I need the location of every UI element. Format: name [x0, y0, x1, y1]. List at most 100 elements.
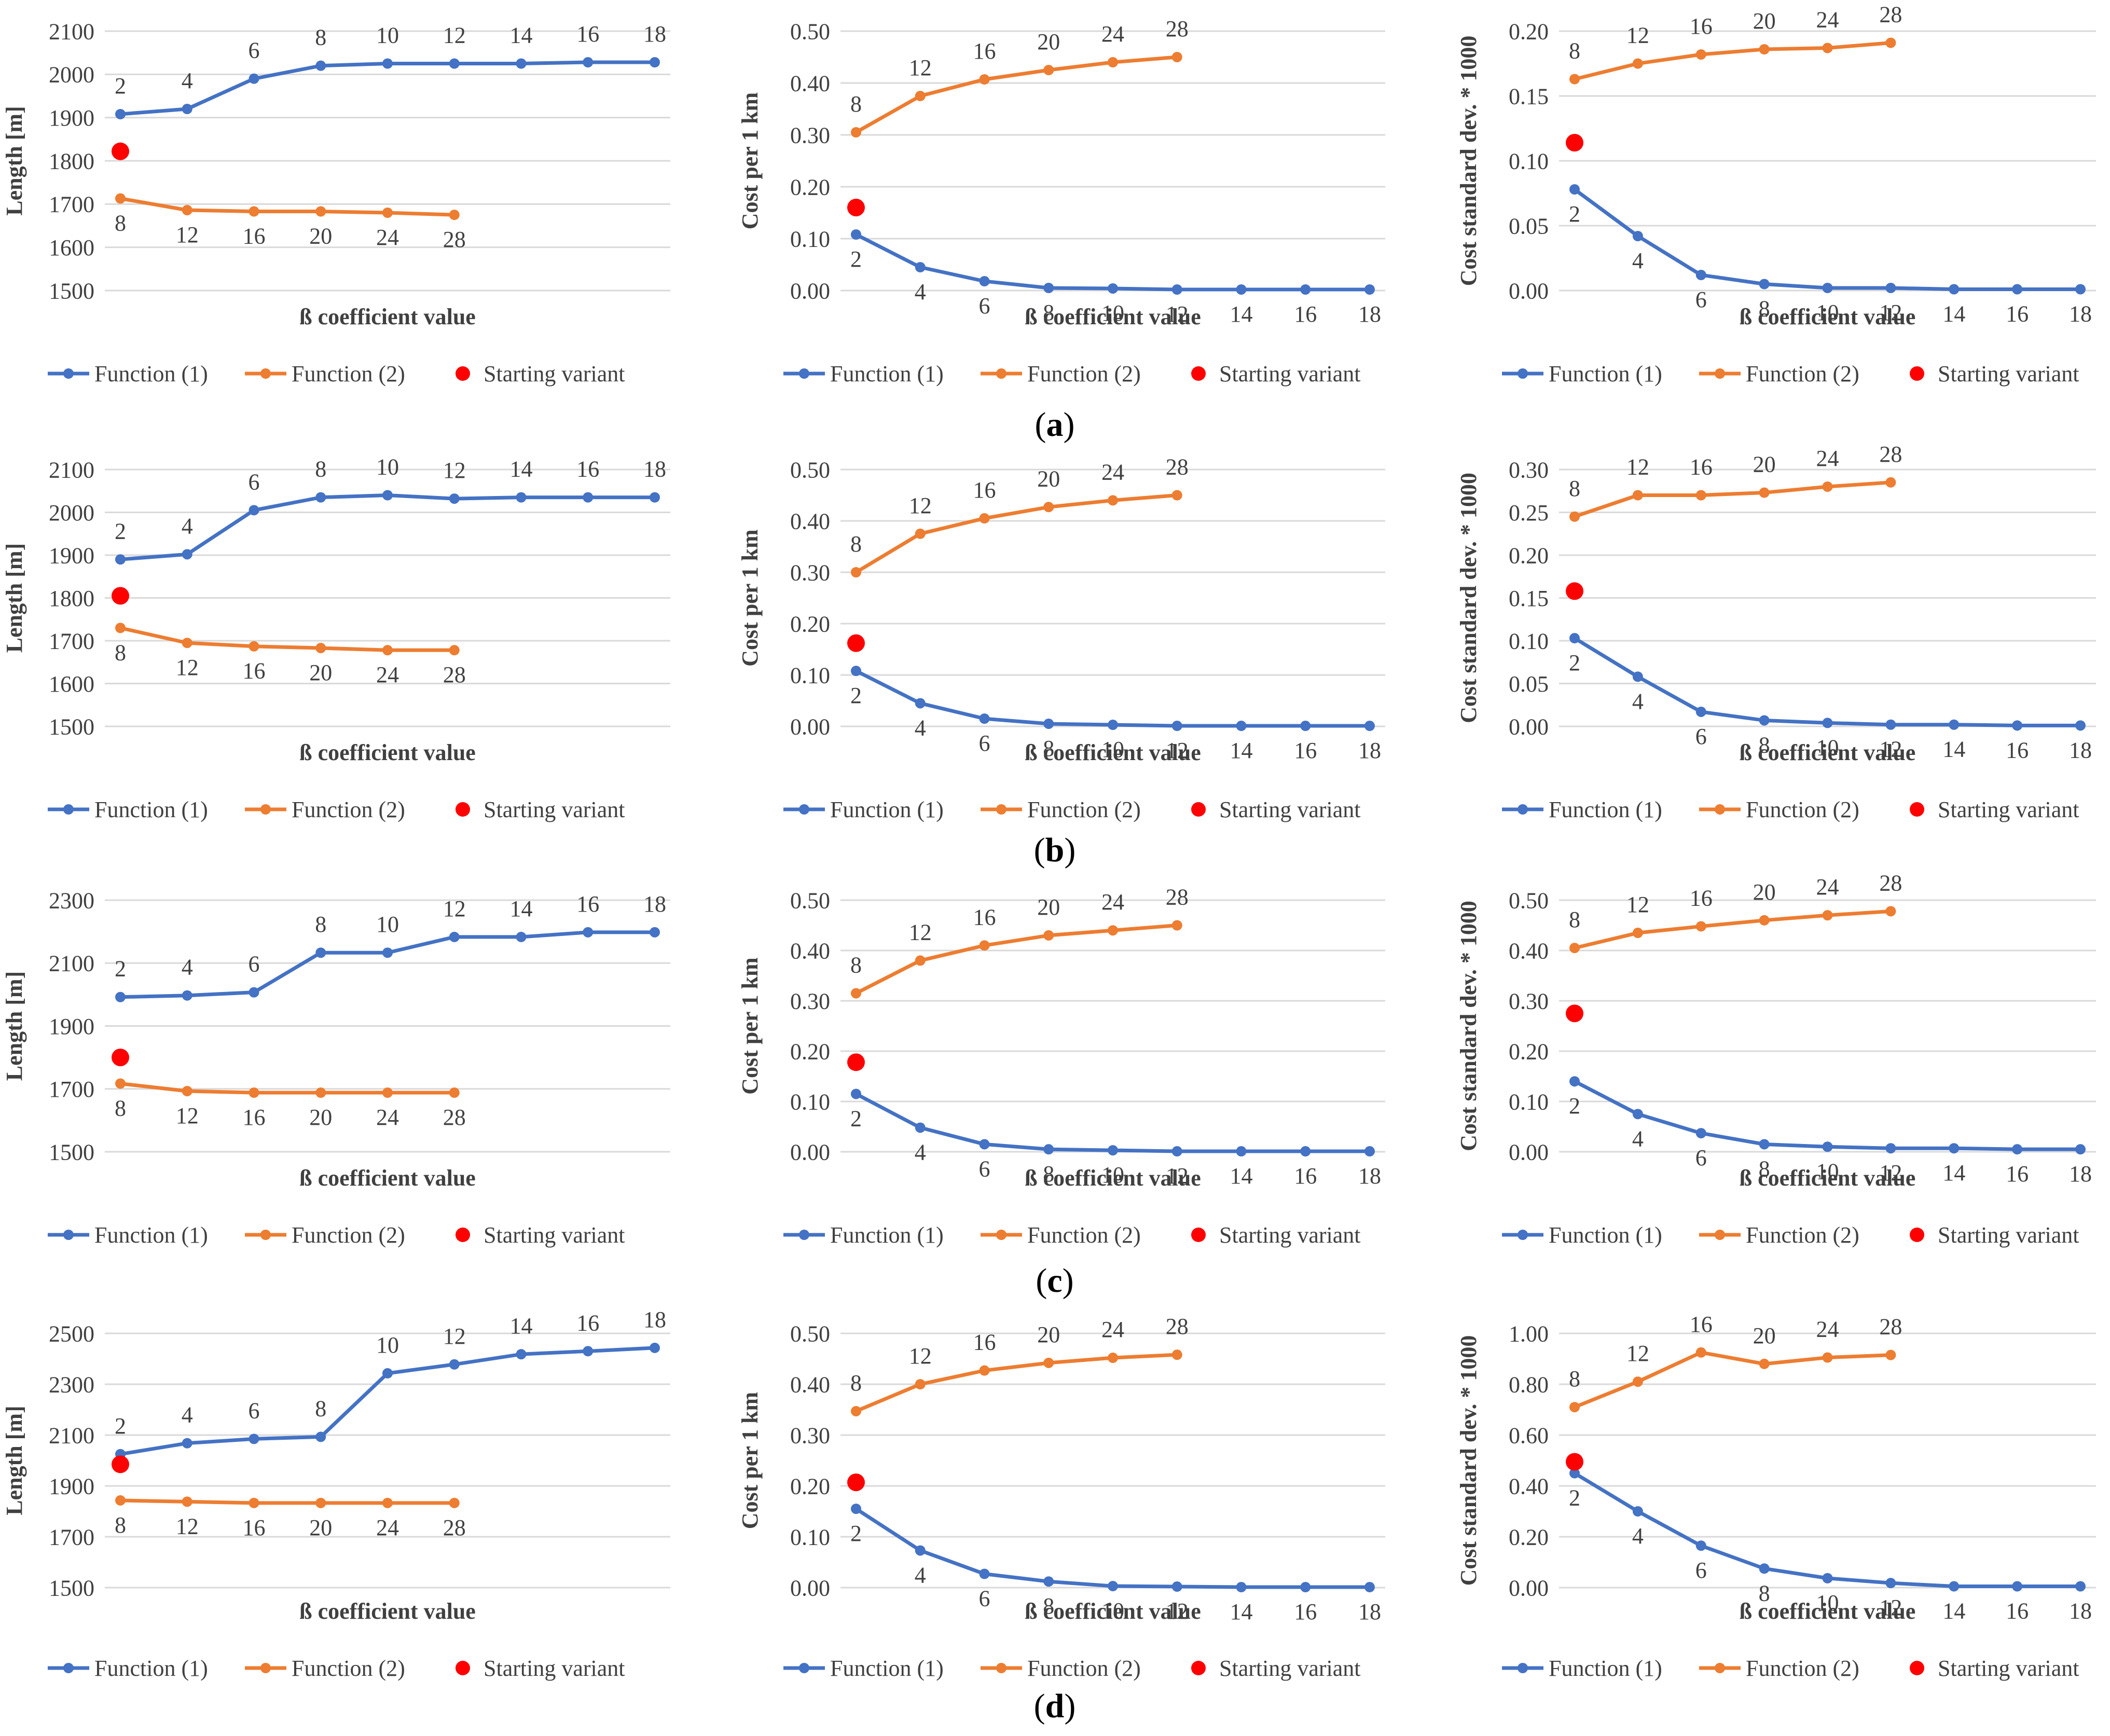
data-point-function-2 — [851, 1406, 861, 1416]
data-point-function-2 — [382, 1497, 393, 1508]
data-point-function-1 — [979, 1568, 990, 1579]
data-point-function-1 — [315, 1431, 326, 1442]
y-tick-label: 0.10 — [1509, 1089, 1549, 1114]
data-label-function-2: 24 — [1101, 889, 1124, 915]
data-label-function-1: 4 — [182, 955, 193, 980]
y-tick-label: 2500 — [49, 1321, 94, 1346]
data-point-function-2 — [449, 210, 460, 221]
data-label-function-2: 24 — [376, 662, 399, 687]
data-label-function-2: 28 — [443, 662, 466, 687]
data-point-function-1 — [516, 58, 527, 69]
legend-marker-function-1 — [1518, 368, 1528, 379]
x-axis-title: ß coefficient value — [1025, 1165, 1201, 1191]
data-point-function-1 — [1949, 1581, 1960, 1592]
data-label-function-1: 4 — [915, 1139, 926, 1165]
y-tick-label: 0.05 — [1509, 213, 1549, 239]
data-label-function-2: 28 — [1879, 1314, 1902, 1340]
data-label-function-1: 2 — [850, 1521, 862, 1546]
y-tick-label: 1500 — [49, 278, 94, 304]
x-axis-title: ß coefficient value — [1025, 740, 1201, 765]
data-point-function-2 — [1695, 921, 1706, 932]
data-label-function-2: 12 — [176, 655, 199, 680]
series-line-function-1 — [1574, 637, 2080, 727]
data-label-function-1: 16 — [2006, 737, 2029, 763]
data-label-function-2: 12 — [1626, 1341, 1649, 1366]
data-point-function-1 — [516, 492, 527, 503]
data-label-function-1: 16 — [2006, 301, 2029, 327]
data-label-function-1: 14 — [510, 23, 533, 48]
data-point-function-1 — [115, 109, 126, 119]
data-label-function-2: 20 — [1037, 1322, 1060, 1347]
data-point-function-1 — [2075, 720, 2086, 731]
data-point-function-2 — [182, 1496, 192, 1507]
data-label-function-1: 4 — [1632, 1523, 1644, 1549]
data-point-function-1 — [1695, 1128, 1706, 1139]
legend-marker-function-2 — [996, 804, 1006, 815]
data-point-function-2 — [1822, 481, 1833, 492]
data-label-function-1: 16 — [1294, 1599, 1317, 1624]
data-point-function-2 — [449, 1087, 460, 1098]
data-label-function-2: 20 — [309, 660, 332, 685]
data-point-function-1 — [1759, 279, 1770, 290]
y-tick-label: 2000 — [49, 500, 94, 526]
data-point-function-2 — [382, 645, 393, 656]
data-point-function-1 — [851, 1089, 861, 1099]
data-point-function-2 — [1885, 906, 1896, 917]
data-point-function-2 — [1108, 495, 1118, 506]
legend-marker-function-2 — [260, 1663, 271, 1673]
data-point-function-1 — [1171, 284, 1182, 295]
data-point-function-1 — [1695, 706, 1706, 717]
data-label-function-2: 12 — [176, 1513, 199, 1539]
series-line-function-2 — [855, 493, 1178, 574]
legend-label-function-1: Function (1) — [1549, 1656, 1662, 1681]
legend-label-starting-variant: Starting variant — [1938, 1656, 2079, 1681]
data-label-function-1: 6 — [979, 293, 990, 319]
y-tick-label: 2100 — [49, 19, 94, 44]
data-label-function-2: 28 — [443, 1515, 466, 1540]
data-point-function-1 — [449, 931, 460, 942]
data-label-function-1: 6 — [1695, 1145, 1707, 1170]
y-tick-label: 0.40 — [790, 938, 830, 963]
legend-label-starting-variant: Starting variant — [484, 361, 625, 387]
data-point-function-1 — [851, 666, 861, 677]
data-label-function-1: 4 — [915, 715, 926, 740]
y-tick-label: 1500 — [49, 1139, 94, 1165]
series-line-function-1 — [1574, 1080, 2080, 1151]
data-point-function-1 — [382, 490, 393, 501]
data-point-function-2 — [915, 955, 926, 966]
y-tick-label: 0.30 — [790, 988, 830, 1014]
data-point-function-1 — [1043, 1144, 1054, 1155]
data-point-function-1 — [1822, 718, 1833, 728]
data-point-function-1 — [1300, 1146, 1311, 1157]
data-point-function-1 — [583, 492, 594, 503]
data-point-function-1 — [2075, 1581, 2086, 1592]
series-line-function-2 — [855, 924, 1178, 995]
data-point-function-1 — [1759, 1563, 1770, 1574]
data-label-function-2: 24 — [376, 225, 399, 250]
y-tick-label: 1900 — [49, 105, 94, 131]
y-axis-title: Cost standard dev. * 1000 — [1456, 901, 1481, 1151]
data-point-function-1 — [583, 1346, 594, 1357]
legend-marker-function-2 — [1715, 1663, 1725, 1673]
data-point-function-2 — [1569, 943, 1580, 954]
data-point-function-2 — [1759, 915, 1770, 926]
row-label: (b) — [1034, 831, 1076, 869]
row-label-paren-open: ( — [1035, 406, 1046, 444]
legend-marker-function-2 — [1715, 368, 1725, 379]
data-label-function-2: 16 — [973, 1330, 996, 1355]
data-label-function-1: 10 — [1101, 1598, 1124, 1623]
data-label-function-1: 6 — [1695, 724, 1707, 749]
data-label-function-1: 6 — [979, 1586, 990, 1611]
y-tick-label: 0.10 — [1509, 148, 1549, 174]
y-axis-title: Length [m] — [2, 971, 27, 1081]
data-label-function-1: 10 — [1101, 1162, 1124, 1188]
y-tick-label: 0.00 — [790, 278, 830, 304]
row-label-paren-open: ( — [1034, 831, 1045, 869]
data-label-function-1: 14 — [1942, 1599, 1965, 1624]
x-axis-title: ß coefficient value — [1740, 1165, 1916, 1191]
data-label-function-1: 18 — [1358, 301, 1381, 327]
y-tick-label: 0.10 — [790, 1524, 830, 1550]
legend-marker-function-1 — [63, 1230, 74, 1240]
data-point-function-2 — [1885, 1349, 1896, 1360]
starting-variant-point — [112, 1049, 129, 1067]
